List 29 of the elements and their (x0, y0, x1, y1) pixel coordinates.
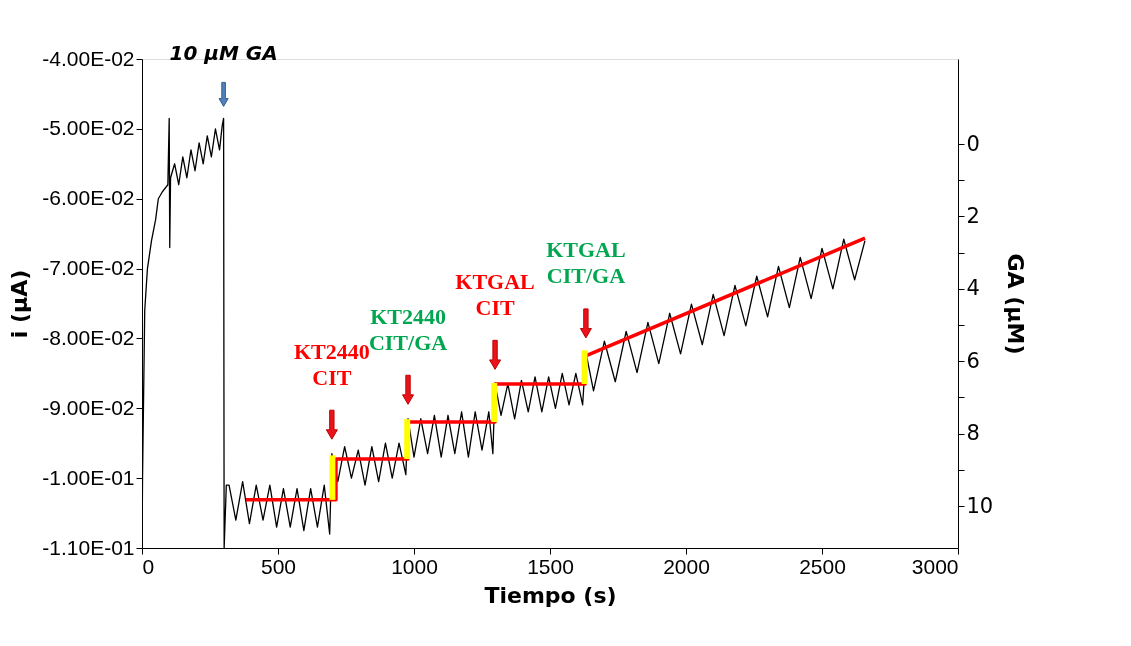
annotation: 10 µM GA (169, 41, 278, 66)
y-tick-label: -5.00E-02 (42, 116, 135, 140)
y2-axis-title: GA (µM) (1003, 253, 1029, 355)
y2-tick-label: 0 (966, 131, 980, 156)
y-tick-label: -6.00E-02 (42, 186, 135, 210)
y-axis-title: i (µA) (7, 269, 33, 339)
y2-tick-label: 6 (966, 348, 980, 373)
y2-tick-label: 10 (966, 493, 994, 518)
x-tick-label: 2000 (663, 554, 710, 578)
y2-tick-label: 8 (966, 421, 980, 446)
y-tick-label: -9.00E-02 (42, 395, 135, 419)
annotation: KTGAL CIT (455, 268, 535, 320)
x-axis-title: Tiempo (s) (484, 582, 617, 608)
x-tick-label: 1000 (391, 554, 438, 578)
x-tick-label: 2500 (799, 554, 846, 578)
y2-tick-label: 4 (966, 276, 980, 301)
x-tick-label: 0 (142, 554, 155, 578)
annotation: KTGAL CIT/GA (546, 237, 626, 289)
annotation: KT2440 CIT (293, 338, 370, 390)
x-tick-label: 1500 (527, 554, 574, 578)
x-tick-label: 500 (260, 554, 297, 578)
y-tick-label: -4.00E-02 (42, 46, 135, 70)
x-tick-label: 3000 (911, 554, 959, 578)
y-tick-label: -1.00E-01 (42, 465, 135, 489)
y-tick-label: -8.00E-02 (42, 325, 135, 349)
annotation: KT2440 CIT/GA (368, 303, 448, 355)
y2-tick-label: 2 (966, 203, 980, 228)
y-tick-label: -7.00E-02 (42, 256, 135, 280)
y-tick-label: -1.10E-01 (42, 535, 135, 559)
